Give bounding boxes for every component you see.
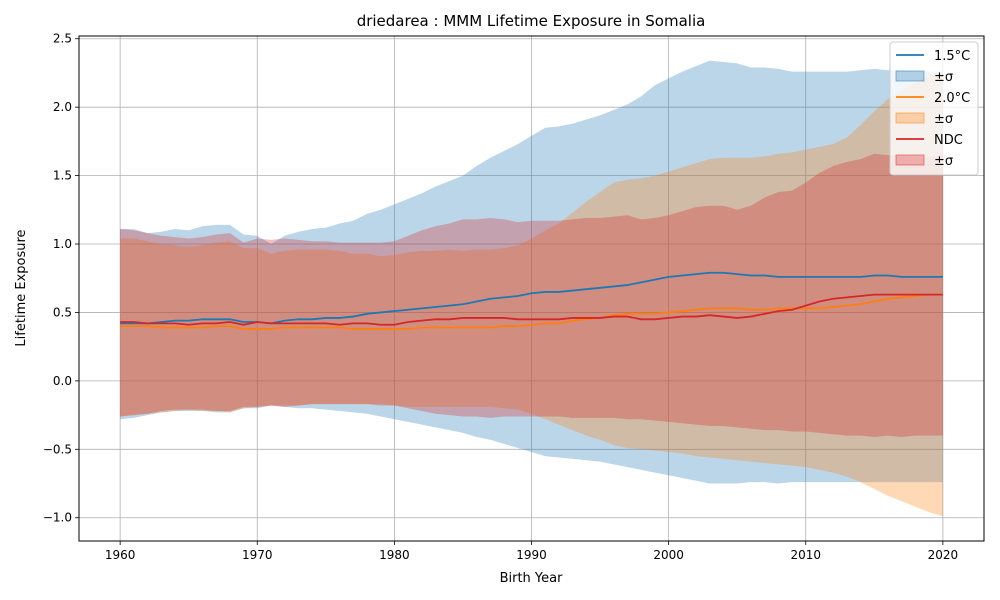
legend-label: ±σ xyxy=(934,154,953,169)
chart-title: driedarea : MMM Lifetime Exposure in Som… xyxy=(357,12,706,30)
x-tick-label: 2010 xyxy=(790,548,821,562)
legend-band-swatch xyxy=(895,112,925,124)
legend-label: ±σ xyxy=(934,112,953,127)
x-axis-label: Birth Year xyxy=(500,571,564,586)
axis-ticks: 1960 1970 1980 1990 2000 2010 2020 −1.0 −0.5 0.0 0… xyxy=(43,32,958,562)
y-tick-label: −0.5 xyxy=(43,442,72,456)
y-tick-label: 0.0 xyxy=(53,374,72,388)
x-tick-label: 1990 xyxy=(516,548,547,562)
series-line-2 xyxy=(120,293,943,326)
legend-label: 1.5°C xyxy=(934,49,970,64)
legend-label: NDC xyxy=(934,133,963,148)
legend: 1.5°C ±σ 2.0°C ±σ NDC ±σ xyxy=(889,41,979,176)
y-tick-label: −1.0 xyxy=(43,511,72,525)
x-tick-label: 1960 xyxy=(105,548,136,562)
y-axis-label: Lifetime Exposure xyxy=(14,229,29,346)
y-tick-label: 2.0 xyxy=(53,100,72,114)
y-tick-label: 1.5 xyxy=(53,169,72,183)
x-tick-label: 1980 xyxy=(379,548,410,562)
legend-band-swatch xyxy=(895,70,925,82)
x-tick-label: 1970 xyxy=(242,548,273,562)
sigma-band-2 xyxy=(120,153,943,437)
legend-band-swatch xyxy=(895,154,925,166)
series-lines xyxy=(120,271,943,330)
legend-box xyxy=(889,41,979,176)
y-tick-label: 0.5 xyxy=(53,305,72,319)
legend-label: ±σ xyxy=(934,70,953,85)
x-tick-label: 2020 xyxy=(928,548,959,562)
y-tick-label: 1.0 xyxy=(53,237,72,251)
y-tick-label: 2.5 xyxy=(53,32,72,46)
series-line-1 xyxy=(120,293,943,330)
sigma-bands xyxy=(120,60,943,517)
x-tick-label: 2000 xyxy=(653,548,684,562)
gridlines xyxy=(79,36,984,541)
legend-label: 2.0°C xyxy=(934,91,970,106)
sigma-band-0 xyxy=(120,60,943,484)
